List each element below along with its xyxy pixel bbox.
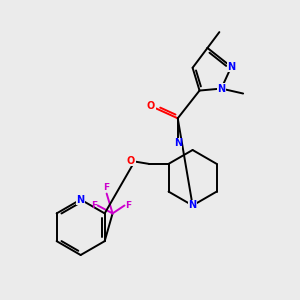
Text: N: N (76, 194, 85, 205)
Text: F: F (103, 183, 110, 192)
Text: N: N (174, 138, 182, 148)
Text: F: F (125, 201, 131, 210)
Text: F: F (91, 201, 97, 210)
Text: N: N (217, 84, 225, 94)
Text: O: O (147, 101, 155, 111)
Text: N: N (227, 62, 235, 72)
Text: N: N (188, 200, 197, 211)
Text: O: O (127, 156, 135, 166)
